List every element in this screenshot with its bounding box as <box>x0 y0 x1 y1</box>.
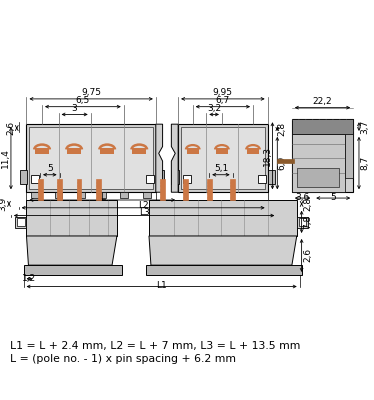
Text: L3: L3 <box>139 208 150 218</box>
Bar <box>178 124 267 192</box>
Text: L1 = L + 2.4 mm, L2 = L + 7 mm, L3 = L + 13.5 mm: L1 = L + 2.4 mm, L2 = L + 7 mm, L3 = L +… <box>10 341 300 351</box>
Bar <box>77 179 82 200</box>
Text: 3: 3 <box>72 104 77 112</box>
Bar <box>299 218 306 226</box>
Text: 2,6: 2,6 <box>303 248 312 262</box>
Bar <box>216 148 228 154</box>
Bar <box>31 192 39 198</box>
Bar <box>184 179 188 200</box>
Bar <box>38 179 43 200</box>
Bar <box>297 168 338 187</box>
Text: 6,9: 6,9 <box>278 156 286 170</box>
Text: 3,7: 3,7 <box>360 120 369 134</box>
Text: L1: L1 <box>156 282 167 290</box>
Bar <box>187 148 199 154</box>
Bar <box>181 127 265 189</box>
Bar <box>146 175 154 182</box>
Text: 5: 5 <box>330 193 336 202</box>
Bar <box>120 192 128 198</box>
Bar <box>77 192 85 198</box>
Text: 18,3: 18,3 <box>263 146 272 166</box>
Bar <box>258 175 266 182</box>
Bar <box>55 192 62 198</box>
Bar <box>156 170 163 184</box>
Text: 3,2: 3,2 <box>207 104 221 112</box>
Bar <box>183 175 191 182</box>
Text: L = (pole no. - 1) x pin spacing + 6.2 mm: L = (pole no. - 1) x pin spacing + 6.2 m… <box>10 354 236 364</box>
Text: 8,7: 8,7 <box>360 156 369 170</box>
Bar <box>132 148 146 154</box>
Bar <box>96 179 101 200</box>
Bar <box>207 179 212 200</box>
Bar <box>17 218 25 226</box>
Text: 3,9: 3,9 <box>0 197 7 211</box>
Text: L2: L2 <box>138 201 148 210</box>
Text: 5,1: 5,1 <box>214 164 228 173</box>
Bar <box>292 134 345 192</box>
Bar <box>57 179 62 200</box>
Bar <box>35 148 49 154</box>
Bar <box>146 265 301 275</box>
Bar <box>292 119 353 134</box>
Bar <box>160 179 165 200</box>
Text: 7,8: 7,8 <box>303 215 312 229</box>
Bar <box>297 216 309 228</box>
Bar <box>98 192 106 198</box>
Text: L: L <box>100 193 105 202</box>
Bar <box>230 179 235 200</box>
Bar <box>345 134 353 178</box>
Text: 2,8: 2,8 <box>303 197 312 211</box>
Bar <box>27 200 117 236</box>
Text: 2,6: 2,6 <box>6 121 15 135</box>
Bar <box>30 127 153 189</box>
Text: 11,4: 11,4 <box>1 148 10 168</box>
Text: 6,7: 6,7 <box>216 96 230 105</box>
Bar <box>292 119 353 192</box>
Text: 5: 5 <box>47 164 53 173</box>
Polygon shape <box>156 124 163 192</box>
Bar <box>171 170 179 184</box>
Polygon shape <box>27 236 117 265</box>
Bar <box>24 265 122 275</box>
Bar <box>20 170 27 184</box>
Bar <box>31 175 39 182</box>
Bar <box>27 124 156 192</box>
Bar <box>100 148 114 154</box>
Bar <box>143 192 151 198</box>
Text: 22,2: 22,2 <box>313 97 332 106</box>
Text: 9,95: 9,95 <box>213 88 233 97</box>
Bar <box>277 159 294 163</box>
Bar <box>67 148 81 154</box>
Text: 1,2: 1,2 <box>22 274 37 283</box>
Bar <box>247 148 259 154</box>
Text: 2,8: 2,8 <box>278 122 286 136</box>
Text: 6,5: 6,5 <box>76 96 90 105</box>
Bar <box>149 200 297 236</box>
Polygon shape <box>149 236 297 265</box>
Polygon shape <box>171 124 178 192</box>
Bar <box>15 216 27 228</box>
Text: 9,75: 9,75 <box>81 88 101 97</box>
Bar <box>267 170 275 184</box>
Text: 3,6: 3,6 <box>295 193 310 202</box>
